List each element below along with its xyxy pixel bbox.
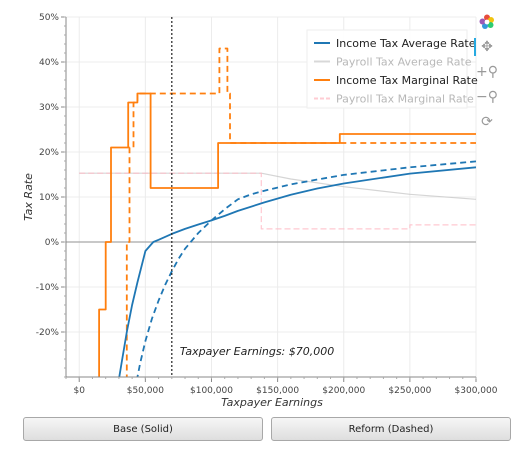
- y-tick-label: 0%: [45, 238, 60, 248]
- y-tick-label: 10%: [39, 193, 59, 203]
- x-tick-label: $0: [73, 386, 85, 396]
- zoom-out-icon[interactable]: −⚲: [476, 89, 498, 105]
- reference-line-label: Taxpayer Earnings: $70,000: [180, 345, 334, 358]
- series-layer: [79, 17, 476, 377]
- legend[interactable]: Income Tax Average Rate Payroll Tax Avera…: [306, 29, 478, 109]
- axes: $0 $50,000 $100,000 $150,000 $200,000 $250,00…: [36, 13, 498, 396]
- y-tick-label: -20%: [36, 328, 60, 338]
- x-tick-label: $300,000: [455, 386, 498, 396]
- y-axis-title: Tax Rate: [22, 173, 35, 221]
- legend-item[interactable]: Payroll Tax Average Rate: [314, 56, 472, 69]
- y-tick-label: 20%: [39, 148, 59, 158]
- reform-button[interactable]: Reform (Dashed): [271, 417, 511, 441]
- series-line-income-tax-average-rate-reform: [136, 160, 476, 377]
- y-tick-label: 50%: [39, 13, 59, 23]
- legend-label: Income Tax Marginal Rate: [336, 74, 478, 87]
- pan-icon[interactable]: ✥: [481, 39, 493, 55]
- legend-label: Payroll Tax Average Rate: [336, 56, 472, 69]
- series-line-payroll-tax-average-rate-base: [79, 172, 476, 200]
- legend-item[interactable]: Income Tax Average Rate: [314, 37, 476, 50]
- legend-label: Payroll Tax Marginal Rate: [336, 93, 474, 106]
- base-button[interactable]: Base (Solid): [23, 417, 263, 441]
- x-tick-label: $100,000: [190, 386, 233, 396]
- x-tick-label: $250,000: [388, 386, 431, 396]
- x-tick-label: $50,000: [127, 386, 164, 396]
- x-axis-title: Taxpayer Earnings: [221, 396, 323, 409]
- series-line-income-tax-average-rate-base: [118, 166, 476, 377]
- series-line-income-tax-marginal-rate-base: [98, 92, 476, 377]
- y-tick-label: 30%: [39, 103, 59, 113]
- x-tick-label: $150,000: [256, 386, 299, 396]
- legend-item[interactable]: Income Tax Marginal Rate: [314, 74, 478, 87]
- bokeh-logo-icon[interactable]: [477, 12, 497, 32]
- chart: $0 $50,000 $100,000 $150,000 $200,000 $250,00…: [22, 13, 498, 409]
- y-tick-label: 40%: [39, 58, 59, 68]
- y-tick-label: -10%: [36, 283, 60, 293]
- wheel-zoom-icon[interactable]: +⚲: [476, 64, 498, 80]
- series-line-payroll-tax-marginal-rate-base: [79, 172, 476, 230]
- legend-background: [306, 29, 468, 109]
- reset-icon[interactable]: ⟳: [481, 114, 493, 130]
- legend-item[interactable]: Payroll Tax Marginal Rate: [314, 93, 474, 106]
- active-tool-indicator: [474, 38, 476, 56]
- x-tick-label: $200,000: [322, 386, 365, 396]
- series-line-income-tax-marginal-rate-reform: [125, 47, 476, 377]
- legend-label: Income Tax Average Rate: [336, 37, 476, 50]
